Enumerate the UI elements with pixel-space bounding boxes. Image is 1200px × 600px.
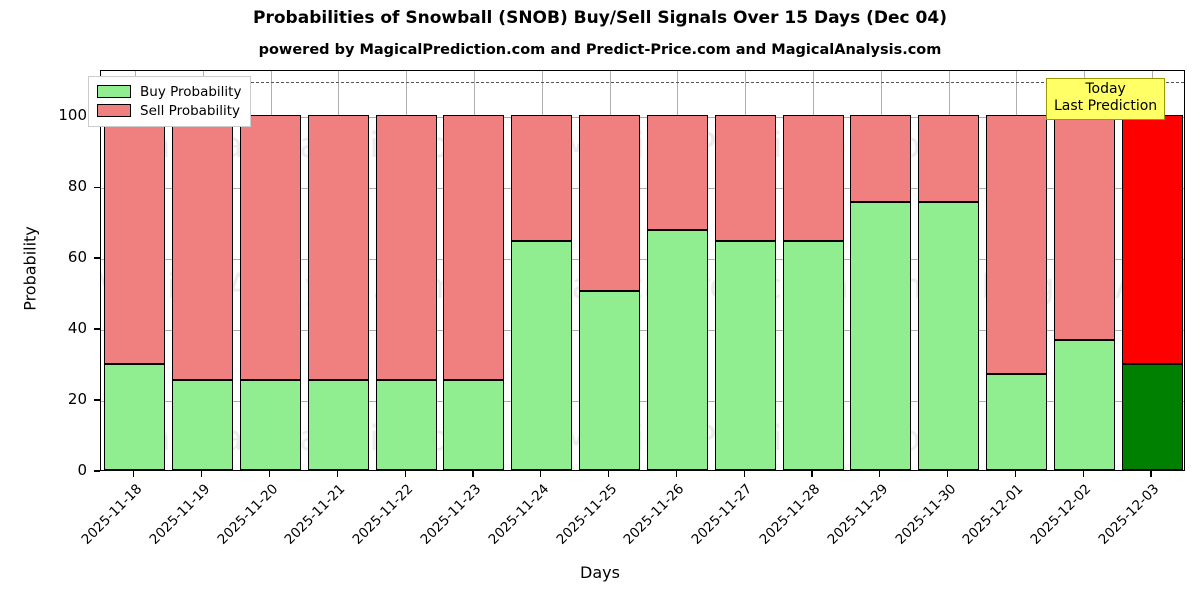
bar-group bbox=[985, 71, 1047, 470]
bar-segment-sell bbox=[850, 115, 912, 203]
chart-subtitle: powered by MagicalPrediction.com and Pre… bbox=[258, 42, 942, 58]
bar-group bbox=[646, 71, 708, 470]
legend-label-sell: Sell Probability bbox=[140, 102, 241, 119]
bar-segment-buy bbox=[714, 241, 776, 470]
y-tick-label: 20 bbox=[67, 390, 87, 409]
y-tick-label: 100 bbox=[58, 106, 87, 125]
x-tick-mark bbox=[675, 471, 677, 477]
bar-segment-buy bbox=[918, 202, 980, 470]
bar-segment-sell bbox=[646, 115, 708, 231]
plot-area: MagicalAnalysis.comMagicalPrediction.com… bbox=[100, 70, 1185, 471]
legend-swatch-buy bbox=[97, 85, 131, 98]
bar-group bbox=[104, 71, 166, 470]
x-axis-label: Days bbox=[580, 563, 620, 582]
bar-group bbox=[172, 71, 234, 470]
x-tick-mark bbox=[879, 471, 881, 477]
x-tick-mark bbox=[540, 471, 542, 477]
legend-item-buy: Buy Probability bbox=[97, 82, 241, 101]
gridline-horizontal bbox=[101, 259, 1184, 261]
y-tick-label: 80 bbox=[67, 177, 87, 196]
legend-label-buy: Buy Probability bbox=[140, 83, 242, 100]
bar-segment-sell bbox=[240, 115, 302, 380]
y-tick-mark bbox=[94, 399, 100, 401]
y-tick-mark bbox=[94, 257, 100, 259]
chart-legend: Buy Probability Sell Probability bbox=[88, 76, 252, 127]
bar-segment-buy bbox=[375, 379, 437, 470]
bar-group bbox=[1121, 71, 1183, 470]
bar-segment-buy bbox=[1121, 363, 1183, 470]
gridline-horizontal bbox=[101, 330, 1184, 332]
bar-segment-buy bbox=[782, 241, 844, 470]
bar-segment-buy bbox=[646, 230, 708, 470]
bar-segment-sell bbox=[104, 115, 166, 364]
bar-segment-buy bbox=[443, 379, 505, 470]
legend-item-sell: Sell Probability bbox=[97, 101, 241, 120]
bar-segment-buy bbox=[579, 290, 641, 470]
x-tick-mark bbox=[811, 471, 813, 477]
bar-segment-buy bbox=[1053, 340, 1115, 470]
x-tick-mark bbox=[1150, 471, 1152, 477]
bar-segment-sell bbox=[782, 115, 844, 242]
bar-segment-sell bbox=[918, 115, 980, 203]
chart-title: Probabilities of Snowball (SNOB) Buy/Sel… bbox=[253, 8, 947, 28]
y-tick-label: 0 bbox=[77, 461, 87, 479]
bar-segment-sell bbox=[985, 115, 1047, 375]
bar-segment-sell bbox=[443, 115, 505, 380]
bar-segment-sell bbox=[307, 115, 369, 380]
x-tick-mark bbox=[201, 471, 203, 477]
bar-segment-buy bbox=[104, 363, 166, 470]
bar-segment-buy bbox=[240, 379, 302, 470]
bar-group bbox=[714, 71, 776, 470]
legend-swatch-sell bbox=[97, 104, 131, 117]
bar-group bbox=[240, 71, 302, 470]
today-annotation: Today Last Prediction bbox=[1046, 78, 1166, 120]
bar-group bbox=[850, 71, 912, 470]
bar-group bbox=[782, 71, 844, 470]
bar-segment-sell bbox=[375, 115, 437, 380]
bar-segment-sell bbox=[579, 115, 641, 291]
bar-segment-buy bbox=[850, 202, 912, 470]
y-tick-mark bbox=[94, 186, 100, 188]
y-axis-label: Probability bbox=[20, 225, 40, 311]
bar-segment-buy bbox=[511, 241, 573, 470]
bar-group bbox=[579, 71, 641, 470]
x-tick-mark bbox=[947, 471, 949, 477]
bar-segment-sell bbox=[1121, 115, 1183, 364]
bar-segment-sell bbox=[511, 115, 573, 242]
bar-group bbox=[511, 71, 573, 470]
x-tick-mark bbox=[743, 471, 745, 477]
y-tick-mark bbox=[94, 328, 100, 330]
bar-segment-buy bbox=[985, 374, 1047, 470]
gridline-horizontal bbox=[101, 401, 1184, 403]
bar-segment-buy bbox=[307, 379, 369, 470]
bar-group bbox=[1053, 71, 1115, 470]
x-tick-mark bbox=[268, 471, 271, 477]
bar-segment-sell bbox=[172, 115, 234, 380]
y-tick-label: 60 bbox=[67, 248, 87, 267]
bar-group bbox=[307, 71, 369, 470]
reference-dashed-line bbox=[101, 81, 1184, 83]
y-tick-label: 40 bbox=[67, 319, 87, 338]
x-tick-mark bbox=[472, 471, 474, 477]
bar-group bbox=[375, 71, 437, 470]
bar-segment-sell bbox=[1053, 115, 1115, 341]
today-label: Today bbox=[1085, 81, 1126, 97]
bar-group bbox=[443, 71, 505, 470]
gridline-horizontal bbox=[101, 188, 1184, 190]
bar-segment-buy bbox=[172, 379, 234, 470]
bar-segment-sell bbox=[714, 115, 776, 242]
x-tick-mark bbox=[404, 471, 406, 477]
y-tick-mark bbox=[94, 470, 100, 472]
x-tick-mark bbox=[607, 471, 610, 477]
bar-group bbox=[918, 71, 980, 470]
gridline-horizontal bbox=[101, 117, 1184, 119]
x-tick-mark bbox=[1082, 471, 1084, 477]
x-tick-mark bbox=[1014, 471, 1017, 477]
x-tick-mark bbox=[133, 471, 135, 477]
last-prediction-label: Last Prediction bbox=[1054, 98, 1158, 114]
x-tick-mark bbox=[336, 471, 338, 477]
